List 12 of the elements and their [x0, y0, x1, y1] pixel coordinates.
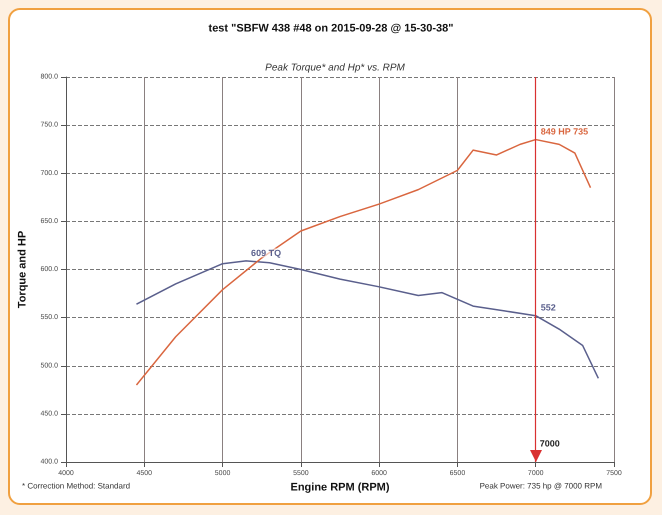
y-axis-title: Torque and HP — [16, 230, 28, 308]
data-label: 849 HP 735 — [540, 126, 588, 137]
text: * Correction Method: Standard — [22, 482, 130, 490]
x-axis-title: Engine RPM (RPM) — [290, 482, 390, 494]
text: Peak Power: 735 hp @ 7000 RPM — [480, 482, 602, 490]
line-series — [136, 138, 592, 386]
chart-subtitle: Peak Torque* and Hp* vs. RPM — [265, 62, 406, 74]
line-series — [136, 260, 600, 380]
data-label: 552 — [540, 302, 556, 313]
chart-title: test "SBFW 438 #48 on 2015-09-28 @ 15-30-38" — [208, 22, 454, 34]
data-label: 609 TQ — [251, 248, 282, 258]
ref-line-label: 7000 — [540, 438, 560, 448]
